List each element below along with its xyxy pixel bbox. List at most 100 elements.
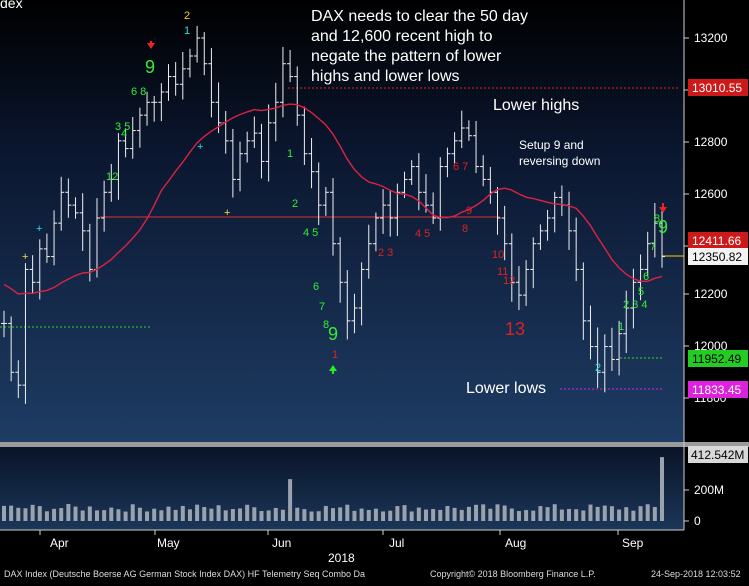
volume-bar	[402, 505, 407, 521]
td-plus-yellow-1: +	[22, 251, 28, 263]
volume-bar	[180, 505, 185, 521]
volume-bar	[23, 508, 28, 521]
volume-bar	[574, 509, 579, 521]
volume-bar	[209, 508, 214, 521]
td-count-1: 1	[184, 25, 190, 37]
ohlc-bar	[444, 147, 451, 178]
td-setup-9-jun: 9	[328, 324, 338, 344]
ohlc-bar	[186, 48, 193, 78]
volume-bar	[609, 506, 614, 521]
td-count-5-sep: 5	[638, 286, 644, 298]
ohlc-bar	[308, 137, 315, 189]
ohlc-bar	[58, 176, 65, 231]
volume-bar	[409, 511, 414, 521]
volume-bar	[524, 510, 529, 521]
volume-bar	[145, 511, 150, 521]
ohlc-bar	[551, 191, 558, 233]
sell-arrow-may	[147, 41, 155, 49]
volume-bar	[452, 507, 457, 521]
ohlc-bar	[51, 210, 58, 266]
ohlc-bar	[473, 120, 480, 174]
td-count-6-8: 6 8	[131, 86, 146, 98]
ohlc-bar	[108, 163, 115, 202]
td-count-11: 11	[497, 266, 508, 278]
volume-bar	[624, 507, 629, 521]
ohlc-bar	[179, 52, 186, 100]
volume-bar	[44, 511, 49, 521]
lower-highs-label: Lower highs	[493, 97, 579, 114]
ohlc-bar	[573, 217, 580, 282]
footer-source: DAX Index (Deutsche Boerse AG German Sto…	[4, 569, 365, 579]
setup-note-line-1: Setup 9 and	[519, 138, 584, 152]
ohlc-bar	[465, 120, 472, 141]
annotations: DAX needs to clear the 50 day and 12,600…	[311, 8, 600, 397]
ohlc-bar	[22, 263, 29, 404]
volume-bar	[159, 510, 164, 521]
resistance-tag: 13010.55	[692, 81, 742, 95]
x-axis: Apr May Jun Jul Aug Sep 2018	[0, 529, 684, 565]
td-count-8-red: 8	[462, 223, 468, 235]
ohlc-bar	[523, 260, 530, 306]
x-tick-jul: Jul	[389, 536, 404, 550]
ohlc-bar	[530, 237, 537, 289]
volume-bar	[309, 511, 314, 521]
volume-bar	[166, 506, 171, 521]
headline-line-3: negate the pattern of lower	[311, 48, 502, 65]
td-count-2-jun: 2	[292, 198, 298, 210]
volume-bar	[102, 510, 107, 521]
ohlc-bar	[623, 290, 630, 353]
volume-bar	[495, 504, 500, 521]
volume-bar	[230, 509, 235, 521]
ohlc-bar	[1, 310, 7, 338]
volume-bar	[459, 509, 464, 521]
volume-bar	[416, 507, 421, 521]
x-axis-year: 2018	[328, 551, 355, 565]
td-count-10: 10	[492, 249, 504, 261]
volume-bar	[152, 508, 157, 521]
ohlc-bar	[122, 128, 129, 158]
volume-bar	[16, 507, 21, 521]
ohlc-bar	[272, 82, 279, 142]
ohlc-bar	[594, 327, 601, 388]
price-panel	[0, 0, 684, 442]
last-price-tag-bg	[688, 248, 748, 265]
ohlc-bar	[408, 160, 415, 185]
ohlc-bar	[229, 128, 236, 198]
ohlc-bar	[301, 106, 308, 165]
ohlc-bar	[544, 209, 551, 241]
ohlc-bar	[337, 237, 344, 303]
x-tick-sep: Sep	[622, 536, 644, 550]
ohlc-bar	[8, 316, 15, 382]
volume-bar	[195, 504, 200, 521]
magenta-low-tag: 11833.45	[692, 383, 741, 397]
volume-bar	[474, 504, 479, 521]
td-count-4-5: 4 5	[303, 227, 318, 239]
volume-bar	[59, 508, 64, 521]
volume-bar	[538, 506, 543, 521]
volume-bar	[352, 510, 357, 521]
ohlc-bar	[394, 183, 401, 236]
volume-bar	[345, 504, 350, 521]
ohlc-bar	[115, 133, 122, 200]
volume-tick-200m: 200M	[694, 483, 724, 497]
volume-bar	[645, 504, 650, 521]
volume-bar	[373, 508, 378, 521]
volume-bar	[338, 507, 343, 521]
green-low-tag: 11952.49	[692, 352, 741, 366]
td-count-8: 8	[323, 319, 329, 331]
ohlc-bar	[344, 270, 351, 340]
volume-bar	[52, 508, 57, 521]
td-setup-9-sep: 9	[658, 217, 668, 237]
ohlc-bar	[244, 131, 251, 163]
ohlc-bar	[372, 212, 379, 252]
td-count-1-jun: 1	[287, 148, 293, 160]
volume-bar	[552, 504, 557, 521]
volume-bar	[388, 510, 393, 521]
ohlc-bar	[601, 334, 608, 393]
td-count-1-red: 1	[332, 349, 338, 361]
ohlc-bar	[322, 187, 329, 216]
price-axis: 13200 12800 12600 12200 12000 11800	[684, 31, 728, 405]
ohlc-bar	[587, 305, 594, 360]
volume-bar	[331, 508, 335, 521]
